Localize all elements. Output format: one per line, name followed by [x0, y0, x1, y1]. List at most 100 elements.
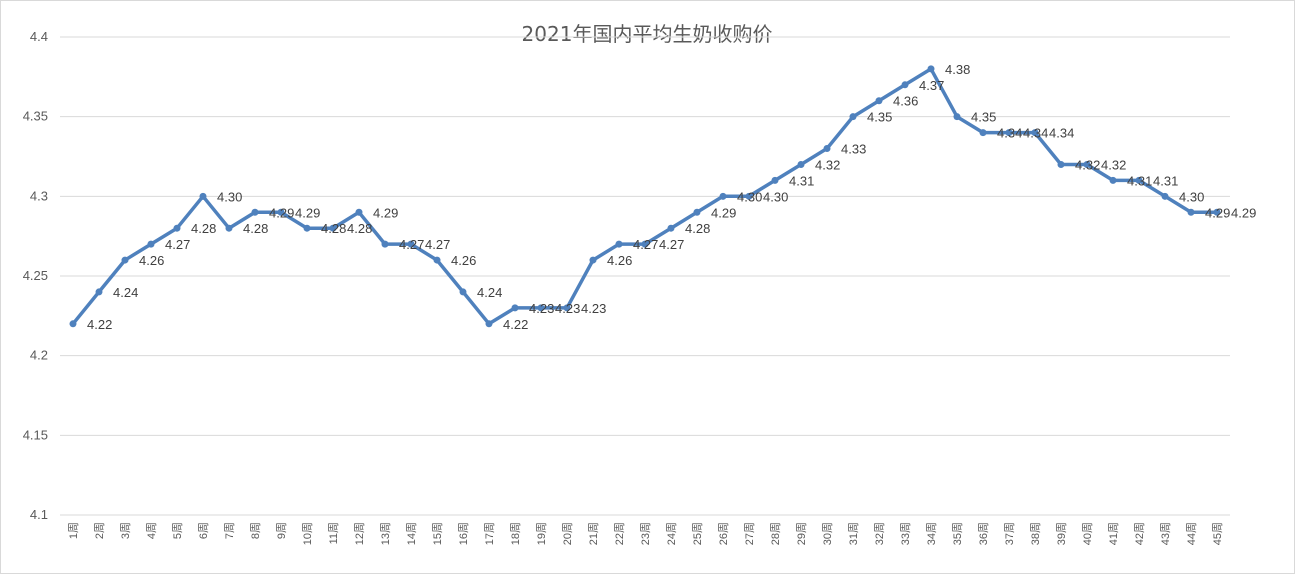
data-label: 4.28 [347, 221, 372, 236]
data-point [1161, 192, 1169, 200]
x-tick-label: 27周 [743, 522, 756, 545]
data-label: 4.30 [217, 189, 242, 204]
x-tick-label: 43周 [1159, 522, 1172, 545]
data-label: 4.23 [555, 301, 580, 316]
y-tick-label: 4.35 [23, 109, 48, 124]
x-tick-label: 32周 [873, 522, 886, 545]
data-point [251, 208, 259, 216]
data-point [771, 176, 779, 184]
data-point [1135, 176, 1143, 184]
data-label: 4.24 [113, 285, 138, 300]
data-point [95, 288, 103, 296]
data-label: 4.27 [399, 237, 424, 252]
data-point [303, 224, 311, 232]
x-tick-label: 18周 [509, 522, 522, 545]
data-point [511, 304, 519, 312]
x-tick-label: 10周 [301, 522, 314, 545]
data-label: 4.30 [763, 189, 788, 204]
data-label: 4.28 [191, 221, 216, 236]
chart-title: 2021年国内平均生奶收购价 [522, 22, 773, 46]
data-label: 4.37 [919, 78, 944, 93]
x-tick-label: 35周 [951, 522, 964, 545]
data-label: 4.28 [243, 221, 268, 236]
data-label: 4.38 [945, 62, 970, 77]
data-label: 4.35 [867, 110, 892, 125]
data-point [849, 113, 857, 121]
data-point [1057, 160, 1065, 168]
data-label: 4.31 [1127, 173, 1152, 188]
data-point [199, 192, 207, 200]
data-label: 4.22 [87, 317, 112, 332]
x-tick-label: 11周 [327, 522, 340, 544]
x-tick-label: 21周 [587, 522, 600, 545]
data-label: 4.32 [1075, 157, 1100, 172]
y-tick-label: 4.15 [23, 427, 48, 442]
x-axis-ticks: 1周 2周 3周 4周 5周 6周 7周 8周 9周 10周 11周 12周 13周 14周 15周 16周 1… [67, 522, 1224, 545]
data-label: 4.24 [477, 285, 502, 300]
data-label: 4.23 [581, 301, 606, 316]
series-points [69, 65, 1221, 328]
x-tick-label: 8周 [249, 522, 262, 539]
data-point [225, 224, 233, 232]
x-tick-label: 44周 [1185, 522, 1198, 545]
x-tick-label: 19周 [535, 522, 548, 545]
y-axis-ticks: 4.1 4.15 4.2 4.25 4.3 4.35 4.4 [23, 29, 48, 522]
x-tick-label: 25周 [691, 522, 704, 545]
x-tick-label: 7周 [223, 522, 236, 539]
x-tick-label: 6周 [197, 522, 210, 539]
data-label: 4.27 [165, 237, 190, 252]
data-point [147, 240, 155, 248]
x-tick-label: 12周 [353, 522, 366, 545]
data-label: 4.29 [711, 205, 736, 220]
data-point [407, 240, 415, 248]
x-tick-label: 40周 [1081, 522, 1094, 545]
data-point [69, 320, 77, 328]
x-tick-label: 31周 [847, 522, 860, 545]
data-label: 4.35 [971, 110, 996, 125]
data-label: 4.34 [997, 126, 1022, 141]
data-label: 4.28 [685, 221, 710, 236]
data-point [1031, 129, 1039, 137]
y-tick-label: 4.25 [23, 268, 48, 283]
x-tick-label: 5周 [171, 522, 184, 539]
data-label: 4.27 [425, 237, 450, 252]
data-labels: 4.224.244.264.274.284.304.284.29 4.294.28… [87, 62, 1256, 332]
x-tick-label: 13周 [379, 522, 392, 545]
x-tick-label: 45周 [1211, 522, 1224, 545]
data-label: 4.32 [815, 157, 840, 172]
data-point [641, 240, 649, 248]
x-tick-label: 38周 [1029, 522, 1042, 545]
data-point [563, 304, 571, 312]
x-tick-label: 39周 [1055, 522, 1068, 545]
data-point [1109, 176, 1117, 184]
data-label: 4.26 [607, 253, 632, 268]
x-tick-label: 37周 [1003, 522, 1016, 545]
data-point [745, 192, 753, 200]
gridlines [60, 36, 1230, 516]
data-point [979, 129, 987, 137]
x-tick-label: 2周 [93, 522, 106, 539]
data-point [121, 256, 129, 264]
x-tick-label: 4周 [145, 522, 158, 539]
data-point [797, 160, 805, 168]
data-label: 4.29 [373, 205, 398, 220]
data-label: 4.31 [789, 173, 814, 188]
y-tick-label: 4.3 [30, 188, 48, 203]
data-label: 4.28 [321, 221, 346, 236]
x-tick-label: 22周 [613, 522, 626, 545]
data-point [1005, 129, 1013, 137]
data-point [1187, 208, 1195, 216]
y-tick-label: 4.4 [30, 29, 48, 44]
data-point [823, 145, 831, 153]
data-label: 4.29 [295, 205, 320, 220]
data-label: 4.26 [451, 253, 476, 268]
x-tick-label: 9周 [275, 522, 288, 539]
y-tick-label: 4.1 [30, 507, 48, 522]
data-label: 4.34 [1049, 126, 1074, 141]
data-label: 4.29 [1231, 205, 1256, 220]
x-tick-label: 36周 [977, 522, 990, 545]
x-tick-label: 30周 [821, 522, 834, 545]
x-tick-label: 28周 [769, 522, 782, 545]
data-point [277, 208, 285, 216]
